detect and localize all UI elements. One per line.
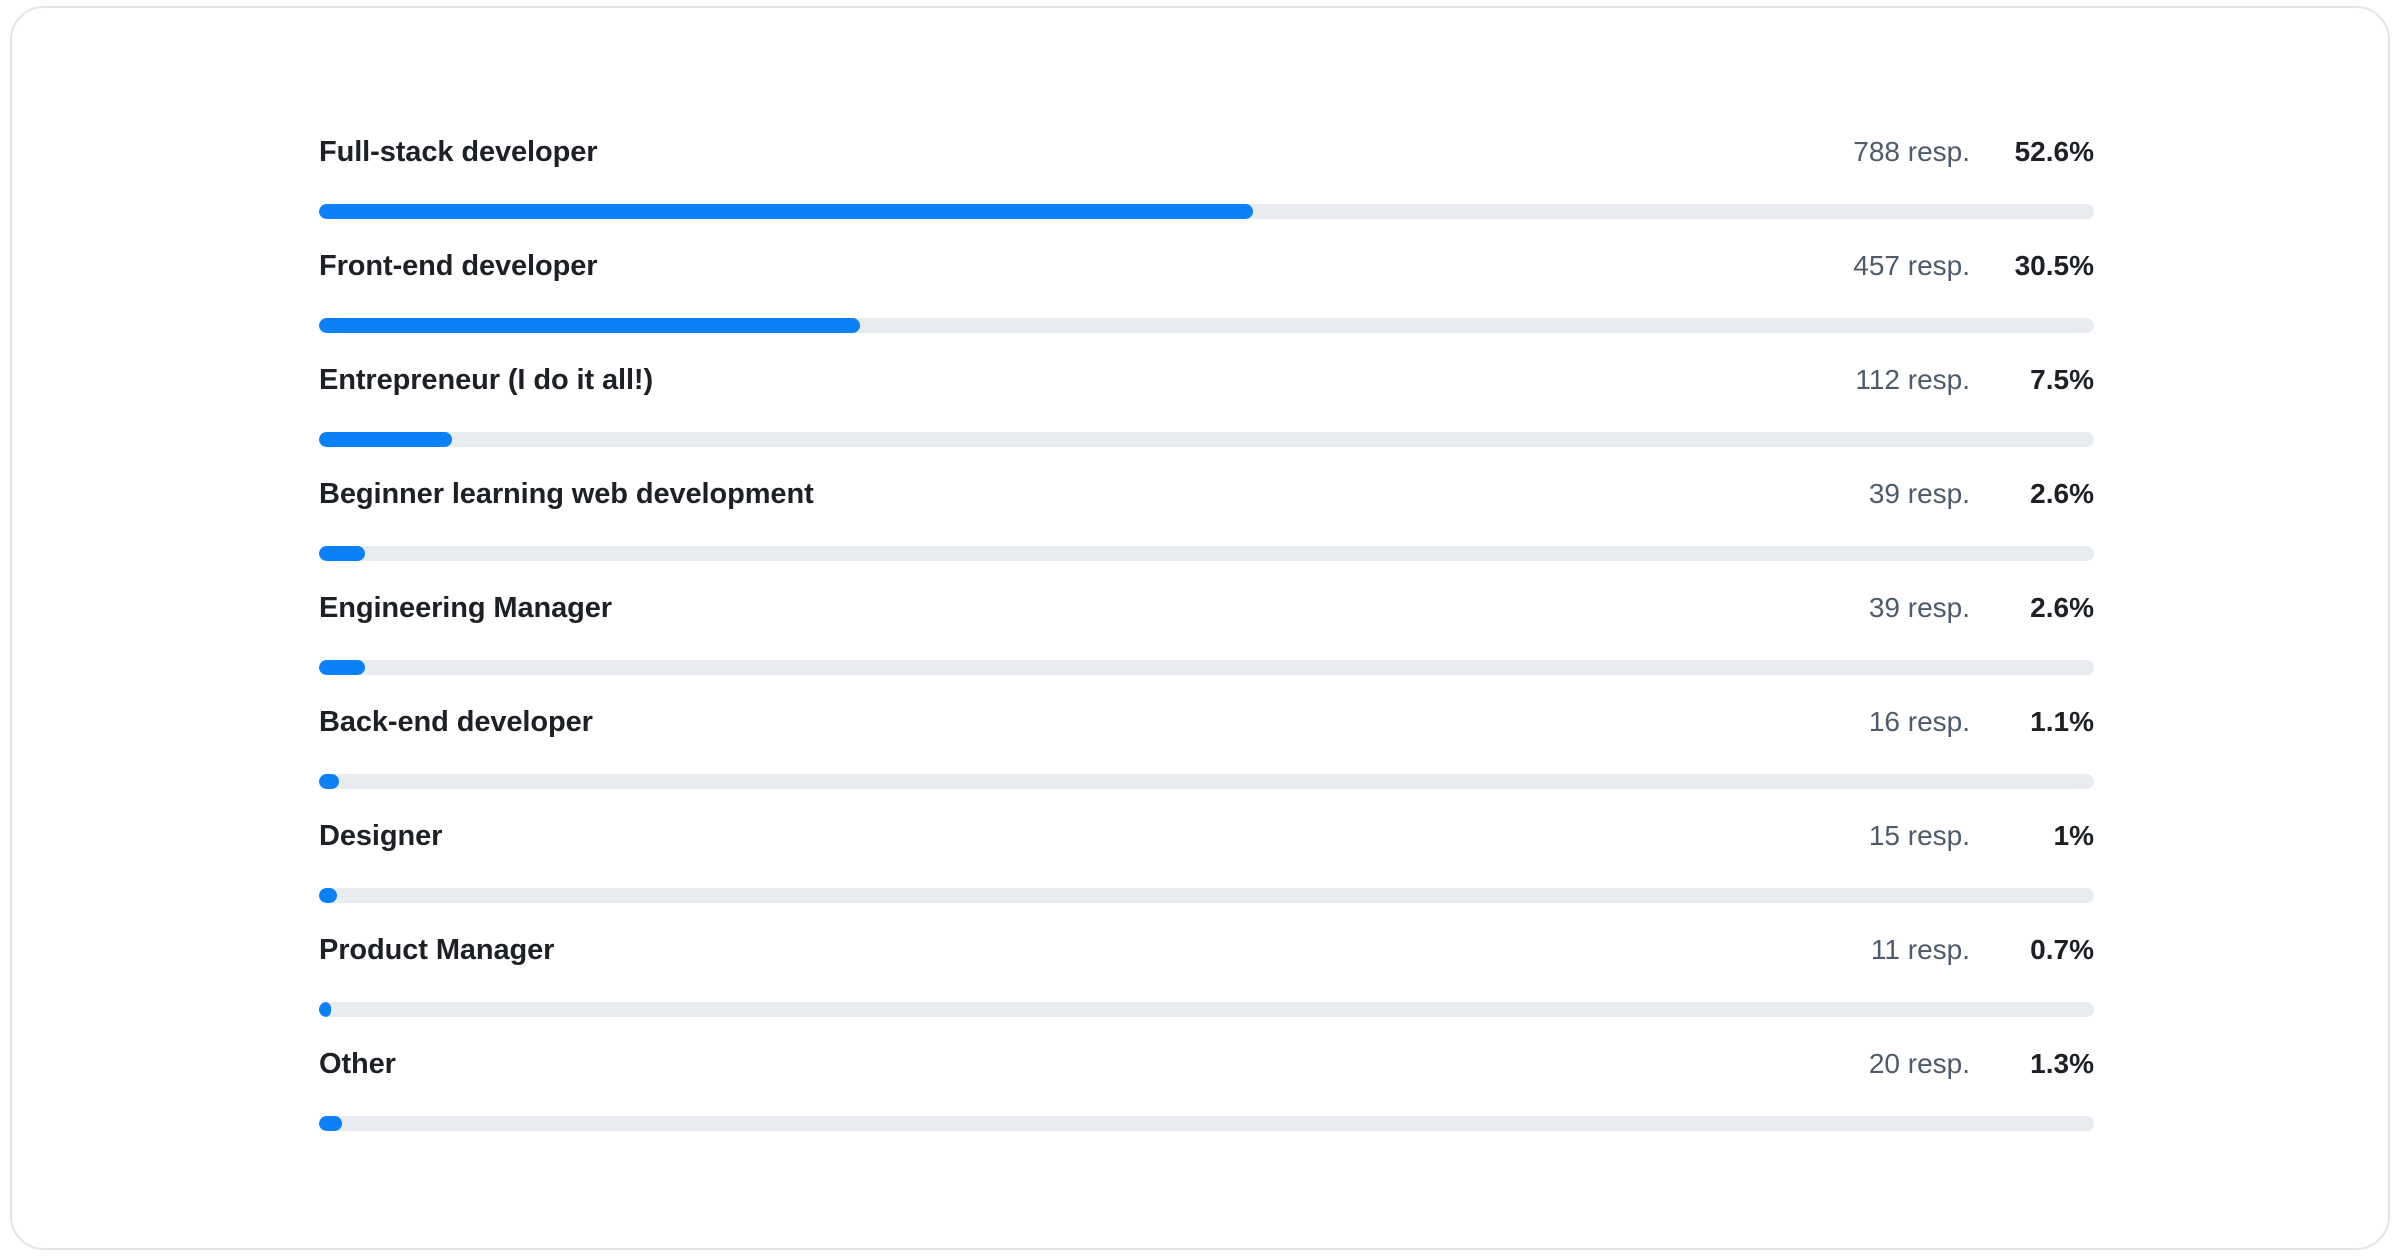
response-count: 788 resp. (1853, 136, 1970, 167)
result-row-header: Product Manager 11 resp. 0.7% (319, 934, 2094, 980)
result-row: Full-stack developer 788 resp. 52.6% (319, 136, 2094, 250)
result-row-header: Full-stack developer 788 resp. 52.6% (319, 136, 2094, 182)
progress-fill (319, 1002, 332, 1017)
result-label: Front-end developer (319, 250, 598, 282)
progress-fill (319, 546, 366, 561)
survey-results-card: Full-stack developer 788 resp. 52.6% Front-… (10, 6, 2390, 1250)
result-row: Designer 15 resp. 1% (319, 820, 2094, 934)
progress-track (319, 546, 2094, 561)
progress-fill (319, 318, 861, 333)
result-label: Engineering Manager (319, 592, 612, 624)
percentage-value: 1.1% (2030, 706, 2094, 737)
response-count: 39 resp. (1868, 478, 1970, 509)
response-count: 20 resp. (1868, 1048, 1970, 1079)
percentage-value: 7.5% (2030, 364, 2094, 395)
result-label: Product Manager (319, 934, 555, 966)
progress-track (319, 774, 2094, 789)
progress-fill (319, 660, 366, 675)
percentage-value: 1% (2053, 820, 2094, 851)
result-row-header: Front-end developer 457 resp. 30.5% (319, 250, 2094, 296)
progress-track (319, 660, 2094, 675)
percentage-value: 2.6% (2030, 478, 2094, 509)
result-label: Entrepreneur (I do it all!) (319, 364, 654, 396)
result-row-header: Entrepreneur (I do it all!) 112 resp. 7.5% (319, 364, 2094, 410)
progress-fill (319, 432, 453, 447)
result-label: Other (319, 1048, 396, 1080)
progress-fill (319, 888, 337, 903)
result-row-header: Engineering Manager 39 resp. 2.6% (319, 592, 2094, 638)
result-row: Product Manager 11 resp. 0.7% (319, 934, 2094, 1048)
result-row: Back-end developer 16 resp. 1.1% (319, 706, 2094, 820)
progress-track (319, 204, 2094, 219)
result-row-header: Beginner learning web development 39 resp… (319, 478, 2094, 524)
progress-track (319, 1002, 2094, 1017)
progress-fill (319, 204, 1253, 219)
result-row: Beginner learning web development 39 resp… (319, 478, 2094, 592)
result-label: Beginner learning web development (319, 478, 814, 510)
percentage-value: 52.6% (2014, 136, 2094, 167)
percentage-value: 1.3% (2030, 1048, 2094, 1079)
progress-fill (319, 774, 339, 789)
percentage-value: 2.6% (2030, 592, 2094, 623)
poll-results-chart: Full-stack developer 788 resp. 52.6% Front-… (319, 136, 2094, 1162)
percentage-value: 0.7% (2030, 934, 2094, 965)
result-label: Back-end developer (319, 706, 593, 738)
progress-track (319, 432, 2094, 447)
response-count: 39 resp. (1868, 592, 1970, 623)
progress-track (319, 888, 2094, 903)
result-row: Engineering Manager 39 resp. 2.6% (319, 592, 2094, 706)
result-row-header: Designer 15 resp. 1% (319, 820, 2094, 866)
progress-track (319, 1116, 2094, 1131)
result-row-header: Other 20 resp. 1.3% (319, 1048, 2094, 1094)
response-count: 15 resp. (1868, 820, 1970, 851)
result-label: Full-stack developer (319, 136, 598, 168)
result-label: Designer (319, 820, 443, 852)
response-count: 16 resp. (1868, 706, 1970, 737)
result-row: Entrepreneur (I do it all!) 112 resp. 7.5% (319, 364, 2094, 478)
response-count: 11 resp. (1870, 934, 1970, 965)
percentage-value: 30.5% (2014, 250, 2094, 281)
result-row-header: Back-end developer 16 resp. 1.1% (319, 706, 2094, 752)
result-row: Other 20 resp. 1.3% (319, 1048, 2094, 1162)
response-count: 457 resp. (1853, 250, 1970, 281)
progress-track (319, 318, 2094, 333)
result-row: Front-end developer 457 resp. 30.5% (319, 250, 2094, 364)
progress-fill (319, 1116, 343, 1131)
response-count: 112 resp. (1855, 364, 1970, 395)
